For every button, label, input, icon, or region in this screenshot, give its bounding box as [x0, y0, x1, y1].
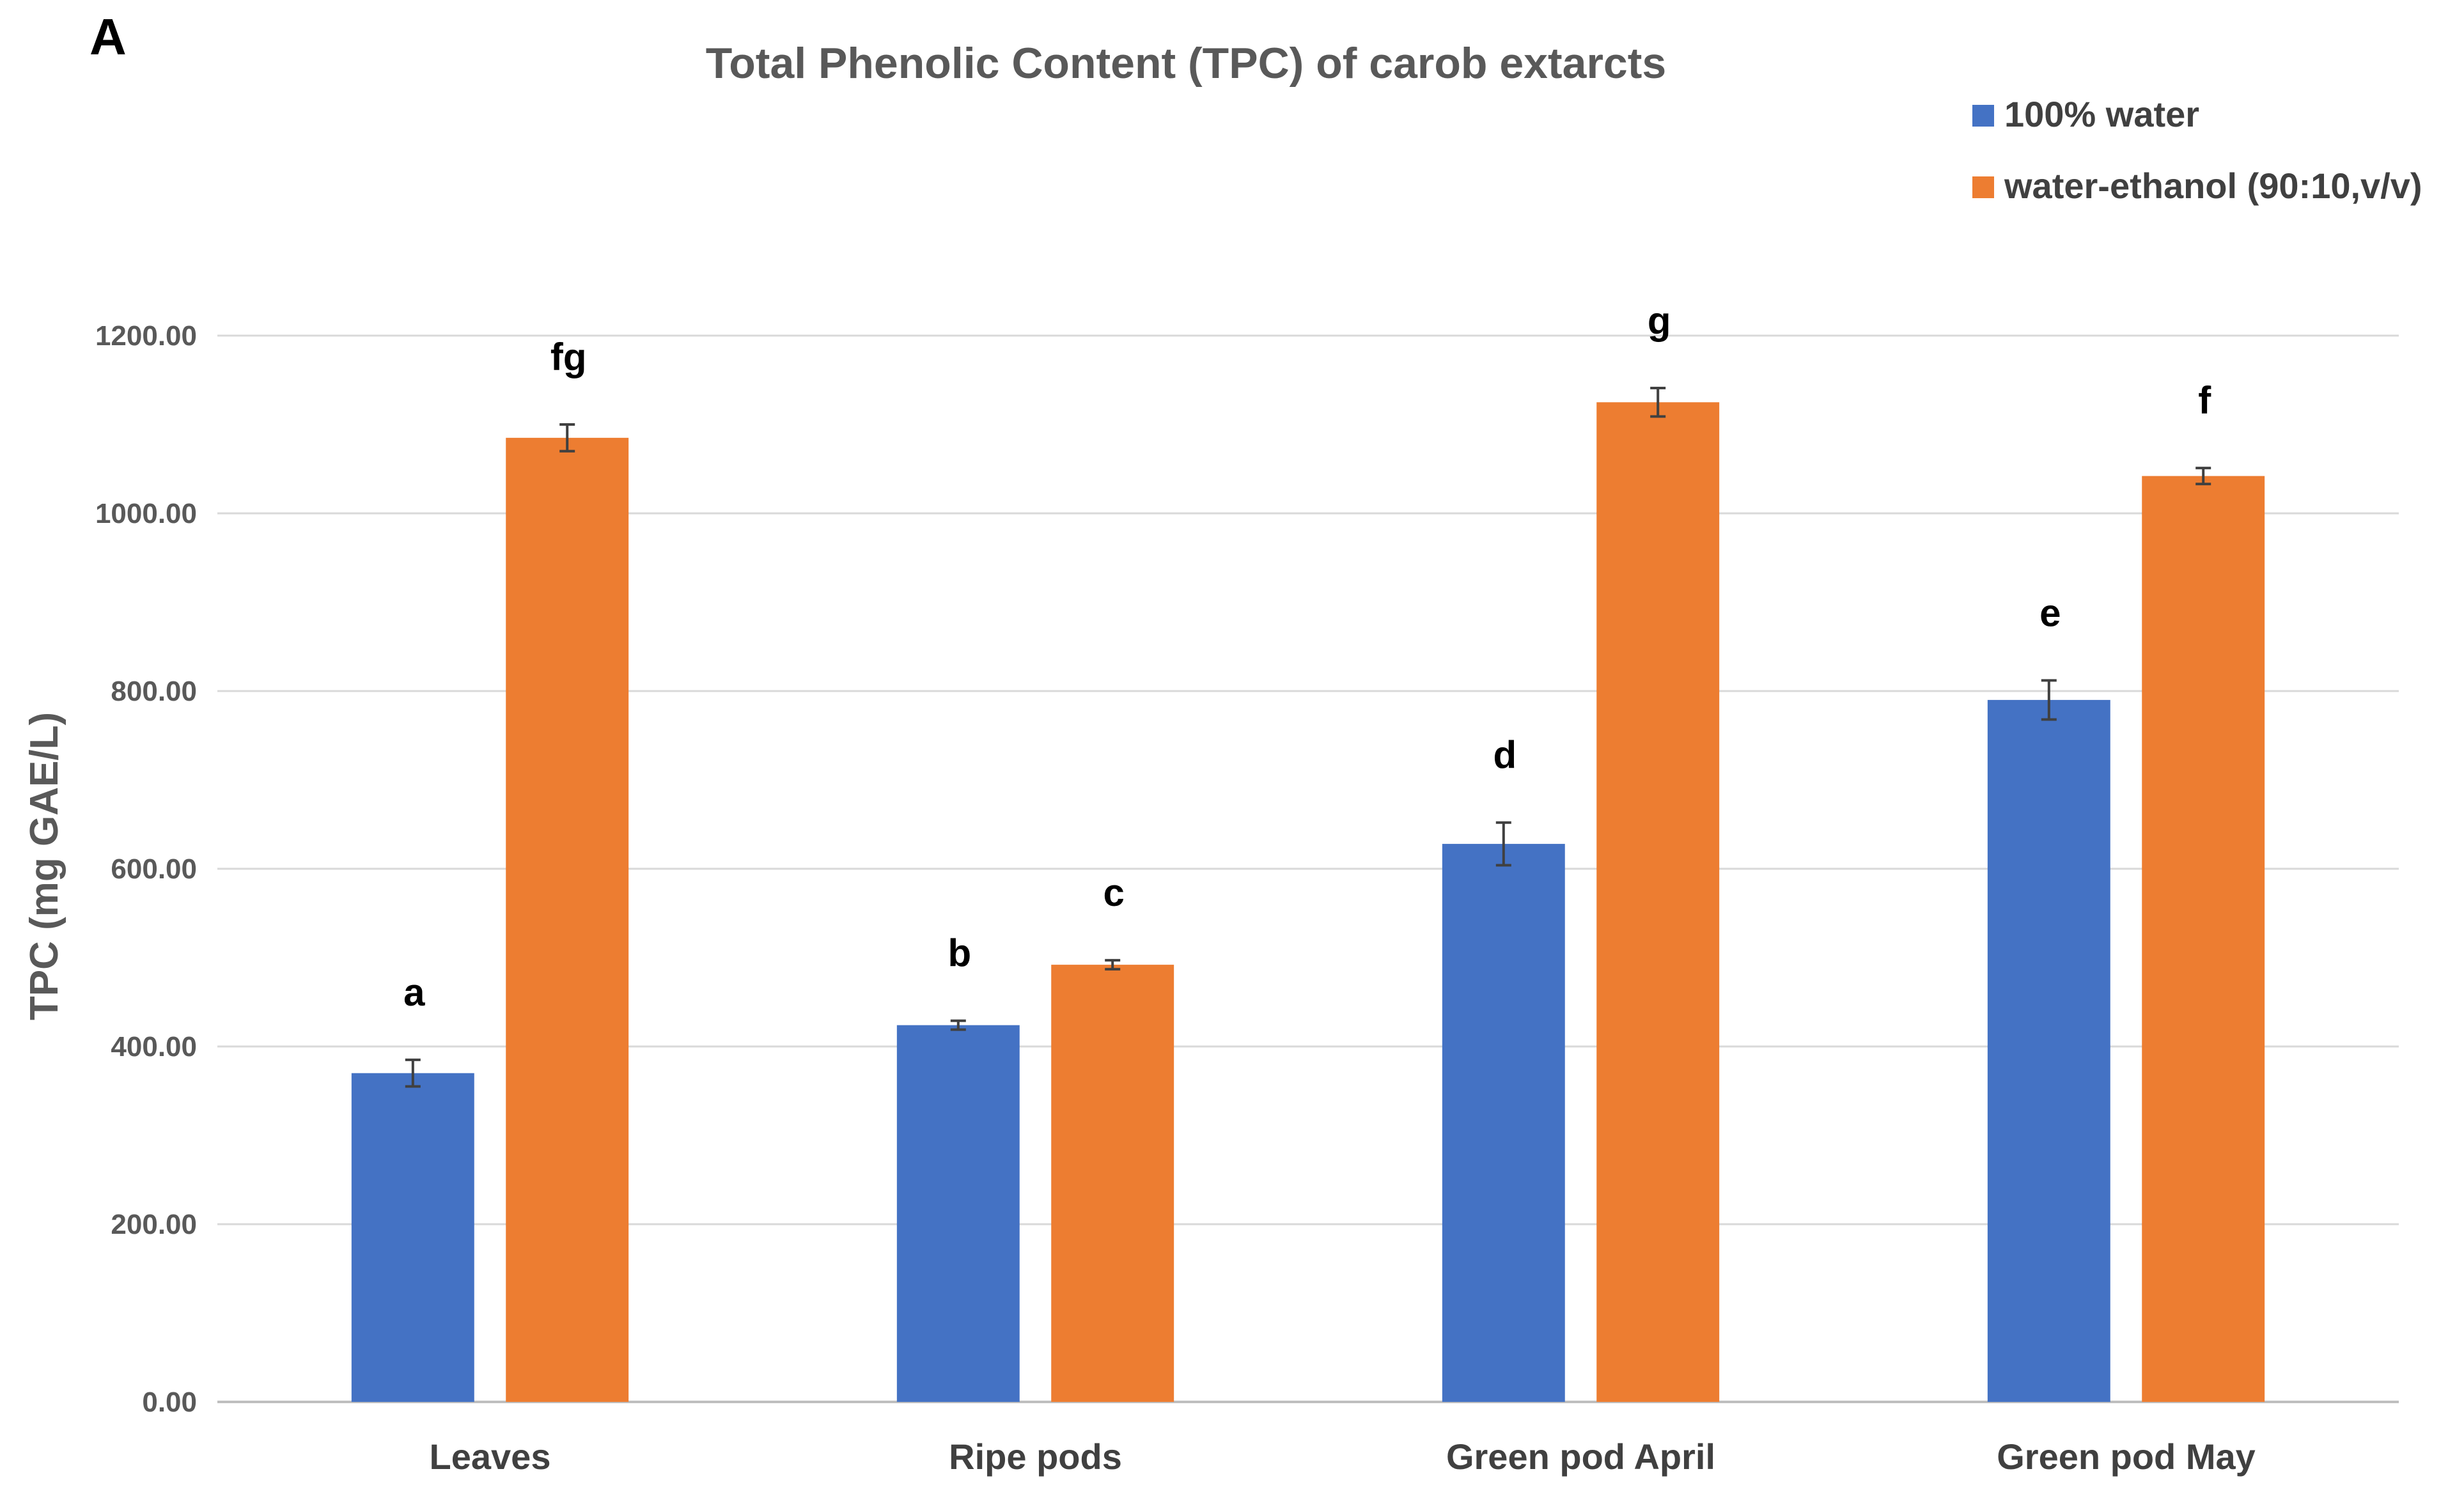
y-tick-label: 600.00	[111, 853, 197, 885]
bar	[1987, 699, 2110, 1402]
significance-letter: d	[1493, 734, 1517, 777]
x-tick-label: Ripe pods	[949, 1436, 1122, 1477]
error-bar	[1105, 959, 1121, 971]
bar	[351, 1073, 474, 1402]
x-axis-ticks: Leaves Ripe pods Green pod April Green pod …	[430, 1436, 2256, 1477]
error-bar	[2041, 679, 2057, 721]
legend-swatch	[1972, 105, 1994, 127]
significance-letter: e	[2039, 591, 2061, 634]
y-tick-label: 1000.00	[95, 498, 197, 529]
panel-label: A	[90, 8, 127, 65]
error-bar	[2195, 467, 2211, 486]
y-tick-label: 200.00	[111, 1209, 197, 1240]
significance-letter: fg	[550, 336, 587, 378]
x-tick-label: Leaves	[430, 1436, 551, 1477]
error-bars	[405, 387, 2211, 1088]
legend-swatch	[1972, 176, 1994, 198]
error-bar	[1495, 821, 1511, 867]
bar	[1596, 402, 1720, 1402]
bar	[1051, 965, 1174, 1402]
legend-label: 100% water	[2004, 94, 2199, 134]
significance-letter: c	[1103, 871, 1125, 914]
significance-letter: f	[2198, 379, 2211, 422]
x-tick-label: Green pod April	[1446, 1436, 1715, 1477]
error-bar	[1650, 387, 1666, 418]
error-bar	[950, 1019, 966, 1031]
y-tick-label: 0.00	[142, 1387, 197, 1418]
bars	[351, 402, 2265, 1402]
y-axis-ticks: 0.00 200.00 400.00 600.00 800.00 1000.00 1200.…	[95, 320, 197, 1418]
x-tick-label: Green pod May	[1997, 1436, 2256, 1477]
chart-title: Total Phenolic Content (TPC) of carob ex…	[706, 39, 1666, 88]
error-bar	[405, 1058, 421, 1088]
bar	[506, 437, 629, 1402]
significance-letter: g	[1648, 299, 1671, 342]
bar	[896, 1025, 1020, 1402]
significance-letter: b	[947, 932, 971, 975]
y-tick-label: 800.00	[111, 676, 197, 707]
bar	[2142, 476, 2265, 1402]
y-tick-label: 400.00	[111, 1031, 197, 1062]
significance-letter: a	[403, 971, 425, 1014]
y-tick-label: 1200.00	[95, 320, 197, 352]
bar	[1442, 844, 1565, 1402]
y-axis-label: TPC (mg GAE/L)	[22, 712, 66, 1020]
significance-labels: a fg b c d g e f	[403, 299, 2211, 1014]
legend: 100% water water-ethanol (90:10,v/v)	[1972, 94, 2422, 206]
legend-label: water-ethanol (90:10,v/v)	[2004, 166, 2422, 206]
error-bar	[559, 423, 575, 453]
